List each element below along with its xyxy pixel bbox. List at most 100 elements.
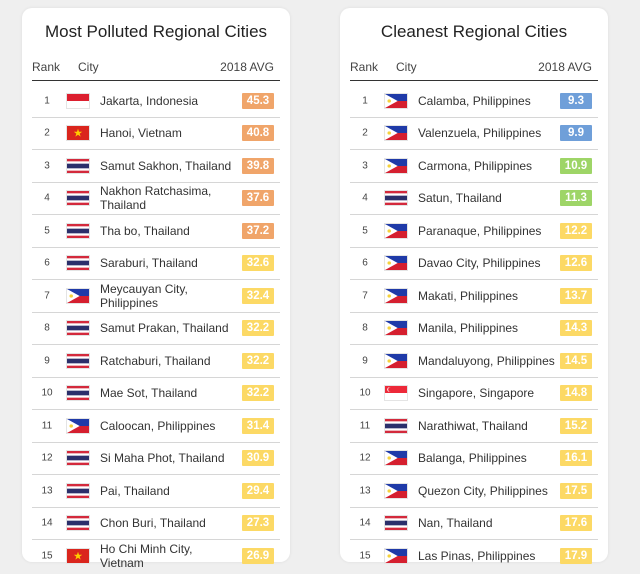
philippines-flag-icon [384, 255, 408, 272]
rank-cell: 9 [44, 355, 50, 367]
city-cell: Narathiwat, Thailand [418, 418, 528, 433]
avg-value-badge: 13.7 [560, 287, 592, 304]
card-title: Cleanest Regional Cities [380, 22, 568, 41]
city-cell: Hanoi, Vietnam [100, 126, 182, 141]
thailand-flag-icon [66, 352, 90, 369]
philippines-flag-icon [66, 417, 90, 434]
avg-value-badge: 12.6 [560, 255, 592, 272]
city-cell: Jakarta, Indonesia [100, 93, 199, 108]
cleanest-table: 1 Calamba, Philippines 9.3 2 Valenzuela, Phi… [350, 85, 598, 572]
rank-cell: 2 [362, 127, 368, 139]
thailand-flag-icon [66, 385, 90, 402]
vietnam-flag-icon [66, 547, 90, 564]
avg-value-badge: 14.3 [560, 320, 592, 337]
philippines-flag-icon [384, 352, 408, 369]
rank-column-header: Rank [32, 60, 61, 74]
city-column-header: City [396, 60, 417, 74]
city-cell: Quezon City, Philippines [418, 483, 548, 498]
table-row: 7 Meycauyan City, Philippines 32.4 [32, 280, 280, 313]
rank-cell: 14 [41, 517, 53, 529]
rank-cell: 15 [359, 550, 371, 562]
table-row: 15 Ho Chi Minh City, Vietnam 26.9 [32, 540, 280, 572]
table-row: 6 Saraburi, Thailand 32.6 [32, 248, 280, 280]
city-cell: Ho Chi Minh City, Vietnam [100, 541, 193, 570]
city-cell: Si Maha Phot, Thailand [100, 451, 225, 466]
city-cell: Nakhon Ratchasima, Thailand [100, 184, 212, 213]
table-row: 15 Las Pinas, Philippines 17.9 [350, 540, 598, 572]
rank-cell: 13 [359, 485, 371, 497]
polluted-table: 1 Jakarta, Indonesia 45.3 2 Hanoi, Vietnam 40… [32, 85, 280, 572]
philippines-flag-icon [384, 157, 408, 174]
rank-cell: 4 [362, 192, 368, 204]
avg-value-badge: 32.2 [242, 385, 274, 402]
city-cell: Manila, Philippines [418, 321, 519, 336]
city-cell: Valenzuela, Philippines [418, 126, 542, 141]
avg-value-badge: 10.9 [560, 157, 592, 174]
rank-cell: 5 [44, 225, 50, 237]
table-row: 8 Manila, Philippines 14.3 [350, 313, 598, 345]
table-row: 5 Tha bo, Thailand 37.2 [32, 215, 280, 248]
thailand-flag-icon [66, 320, 90, 337]
table-header: Rank City 2018 AVG [350, 58, 598, 81]
avg-value-badge: 31.4 [242, 417, 274, 434]
city-cell: Samut Sakhon, Thailand [100, 158, 232, 173]
table-row: 9 Ratchaburi, Thailand 32.2 [32, 345, 280, 378]
cleanest-card: Cleanest Regional Cities Rank City 2018 … [340, 8, 608, 564]
thailand-flag-icon [66, 222, 90, 239]
table-row: 9 Mandaluyong, Philippines 14.5 [350, 345, 598, 378]
table-row: 6 Davao City, Philippines 12.6 [350, 248, 598, 280]
city-cell: Samut Prakan, Thailand [100, 321, 229, 336]
avg-value-badge: 14.5 [560, 352, 592, 369]
avg-value-badge: 15.2 [560, 417, 592, 434]
rank-cell: 12 [41, 452, 53, 464]
table-row: 3 Samut Sakhon, Thailand 39.8 [32, 150, 280, 183]
city-cell: Davao City, Philippines [418, 256, 541, 271]
table-row: 14 Nan, Thailand 17.6 [350, 508, 598, 540]
avg-value-badge: 39.8 [242, 157, 274, 174]
avg-value-badge: 32.2 [242, 352, 274, 369]
table-row: 11 Caloocan, Philippines 31.4 [32, 410, 280, 443]
rank-cell: 2 [44, 127, 50, 139]
thailand-flag-icon [66, 190, 90, 207]
city-cell: Ratchaburi, Thailand [100, 353, 211, 368]
avg-column-header: 2018 AVG [220, 60, 274, 74]
city-cell: Pai, Thailand [100, 483, 170, 498]
city-cell: Las Pinas, Philippines [418, 548, 536, 563]
thailand-flag-icon [66, 255, 90, 272]
table-row: 4 Satun, Thailand 11.3 [350, 183, 598, 215]
rank-cell: 7 [44, 290, 50, 302]
rank-cell: 5 [362, 225, 368, 237]
philippines-flag-icon [66, 287, 90, 304]
philippines-flag-icon [384, 222, 408, 239]
table-row: 10 Singapore, Singapore 14.8 [350, 378, 598, 410]
avg-column-header: 2018 AVG [538, 60, 592, 74]
city-cell: Satun, Thailand [418, 191, 502, 206]
vietnam-flag-icon [66, 125, 90, 142]
table-row: 13 Pai, Thailand 29.4 [32, 475, 280, 508]
city-cell: Mae Sot, Thailand [100, 386, 198, 401]
thailand-flag-icon [384, 190, 408, 207]
thailand-flag-icon [66, 157, 90, 174]
rank-cell: 6 [362, 257, 368, 269]
rank-cell: 10 [41, 387, 53, 399]
table-row: 1 Jakarta, Indonesia 45.3 [32, 85, 280, 118]
avg-value-badge: 27.3 [242, 515, 274, 532]
avg-value-badge: 17.6 [560, 515, 592, 532]
city-column-header: City [78, 60, 99, 74]
rank-cell: 8 [44, 322, 50, 334]
avg-value-badge: 37.2 [242, 222, 274, 239]
table-row: 14 Chon Buri, Thailand 27.3 [32, 508, 280, 540]
rank-cell: 14 [359, 517, 371, 529]
thailand-flag-icon [384, 515, 408, 532]
table-row: 7 Makati, Philippines 13.7 [350, 280, 598, 313]
table-row: 5 Paranaque, Philippines 12.2 [350, 215, 598, 248]
indonesia-flag-icon [66, 92, 90, 109]
city-cell: Meycauyan City, Philippines [100, 281, 188, 310]
avg-value-badge: 26.9 [242, 547, 274, 564]
avg-value-badge: 12.2 [560, 222, 592, 239]
city-cell: Saraburi, Thailand [100, 256, 198, 271]
avg-value-badge: 30.9 [242, 450, 274, 467]
thailand-flag-icon [384, 417, 408, 434]
city-cell: Mandaluyong, Philippines [418, 353, 555, 368]
table-row: 13 Quezon City, Philippines 17.5 [350, 475, 598, 508]
